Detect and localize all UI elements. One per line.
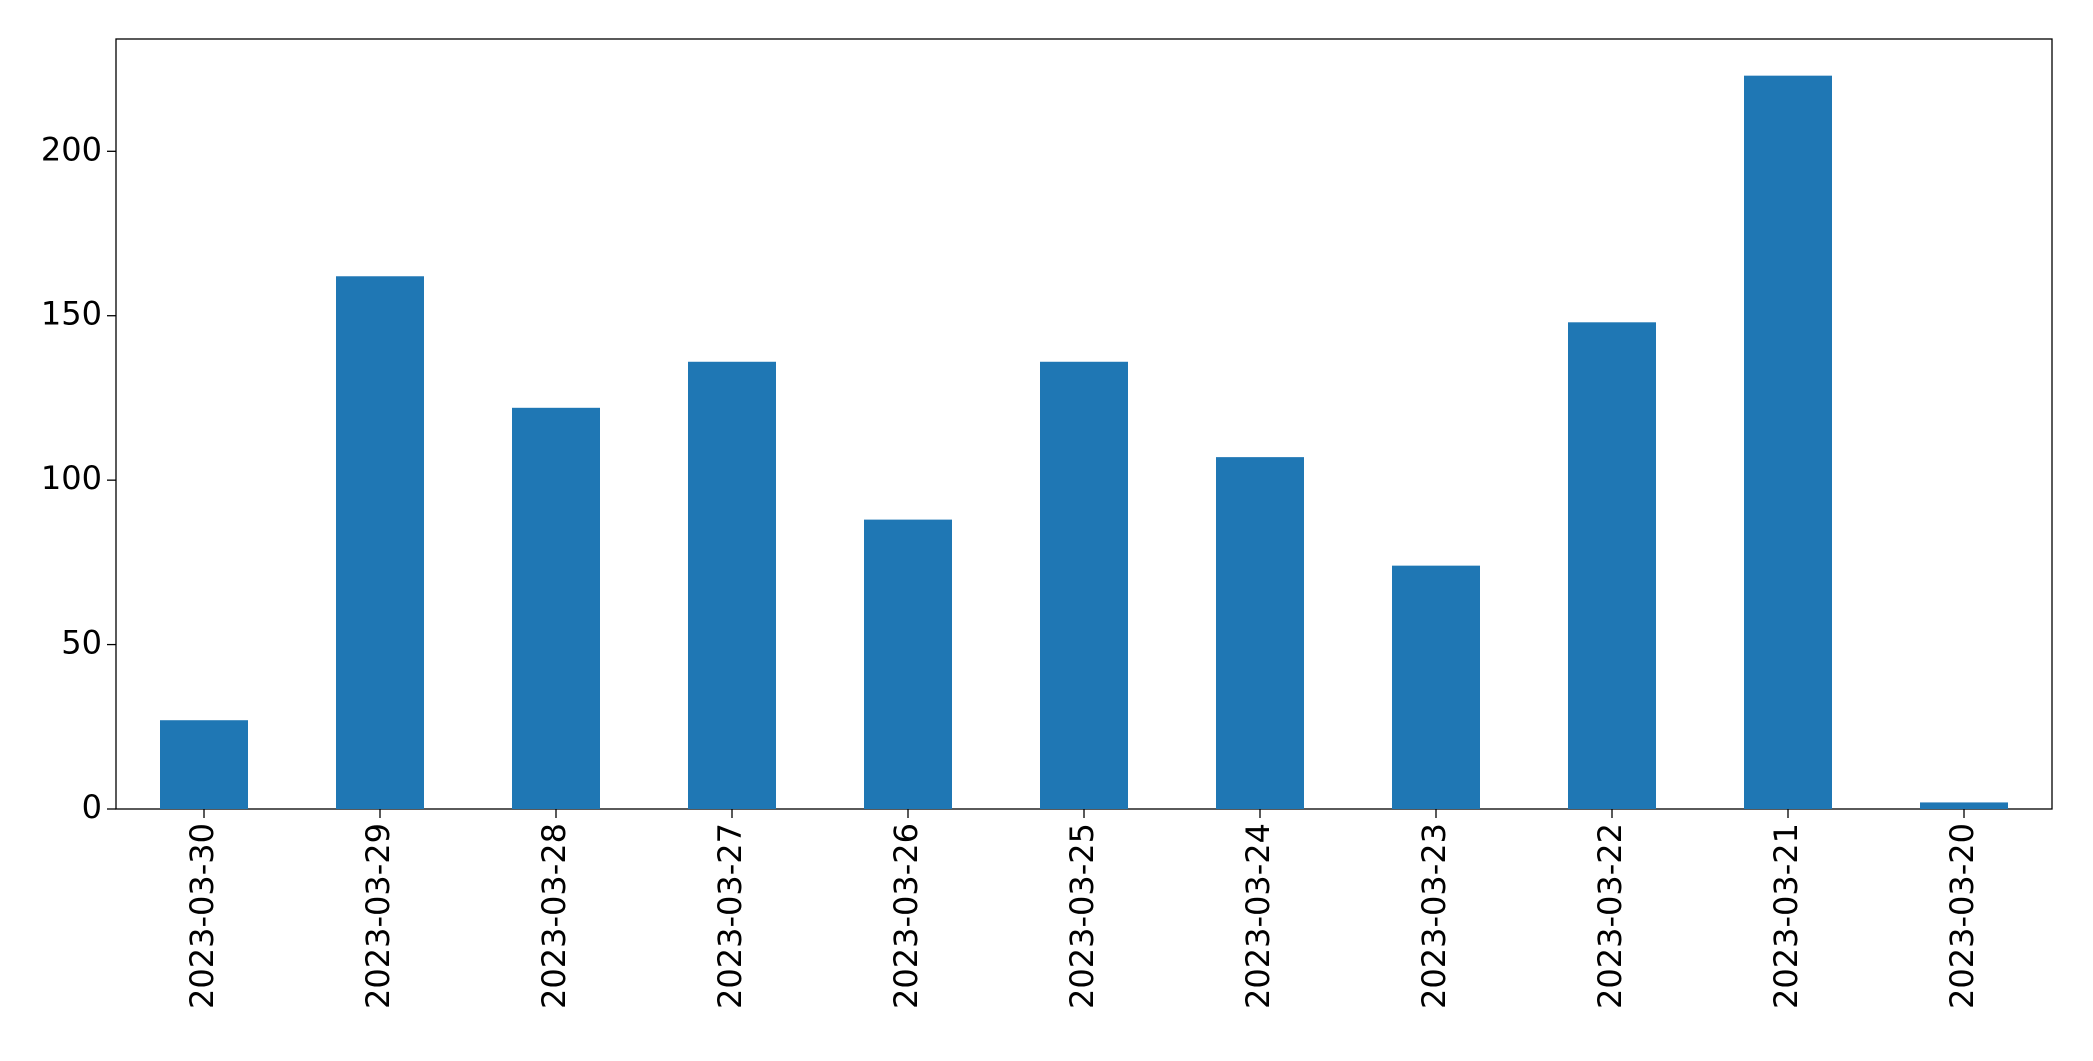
bar (688, 361, 776, 809)
bar (160, 720, 248, 809)
x-tick-label: 2023-03-22 (1591, 823, 1629, 1009)
x-tick-label: 2023-03-28 (535, 823, 573, 1009)
bar (336, 276, 424, 809)
x-tick-label: 2023-03-26 (887, 823, 925, 1009)
x-tick-label: 2023-03-24 (1239, 823, 1277, 1009)
y-tick-label: 150 (41, 295, 102, 333)
x-tick-label: 2023-03-21 (1767, 823, 1805, 1009)
x-tick-label: 2023-03-30 (183, 823, 221, 1009)
y-tick-label: 50 (61, 624, 102, 662)
x-tick-label: 2023-03-23 (1415, 823, 1453, 1009)
x-tick-label: 2023-03-25 (1063, 823, 1101, 1009)
bar (1744, 75, 1832, 809)
bar (512, 407, 600, 809)
x-tick-label: 2023-03-29 (359, 823, 397, 1009)
bar (1040, 361, 1128, 809)
x-tick-label: 2023-03-20 (1943, 823, 1981, 1009)
y-tick-label: 0 (82, 788, 102, 826)
bar (1392, 565, 1480, 809)
bar (1920, 802, 2008, 809)
bar (1568, 322, 1656, 809)
x-tick-label: 2023-03-27 (711, 823, 749, 1009)
y-tick-label: 200 (41, 130, 102, 168)
bar (1216, 457, 1304, 809)
y-tick-label: 100 (41, 459, 102, 497)
bar (864, 519, 952, 809)
